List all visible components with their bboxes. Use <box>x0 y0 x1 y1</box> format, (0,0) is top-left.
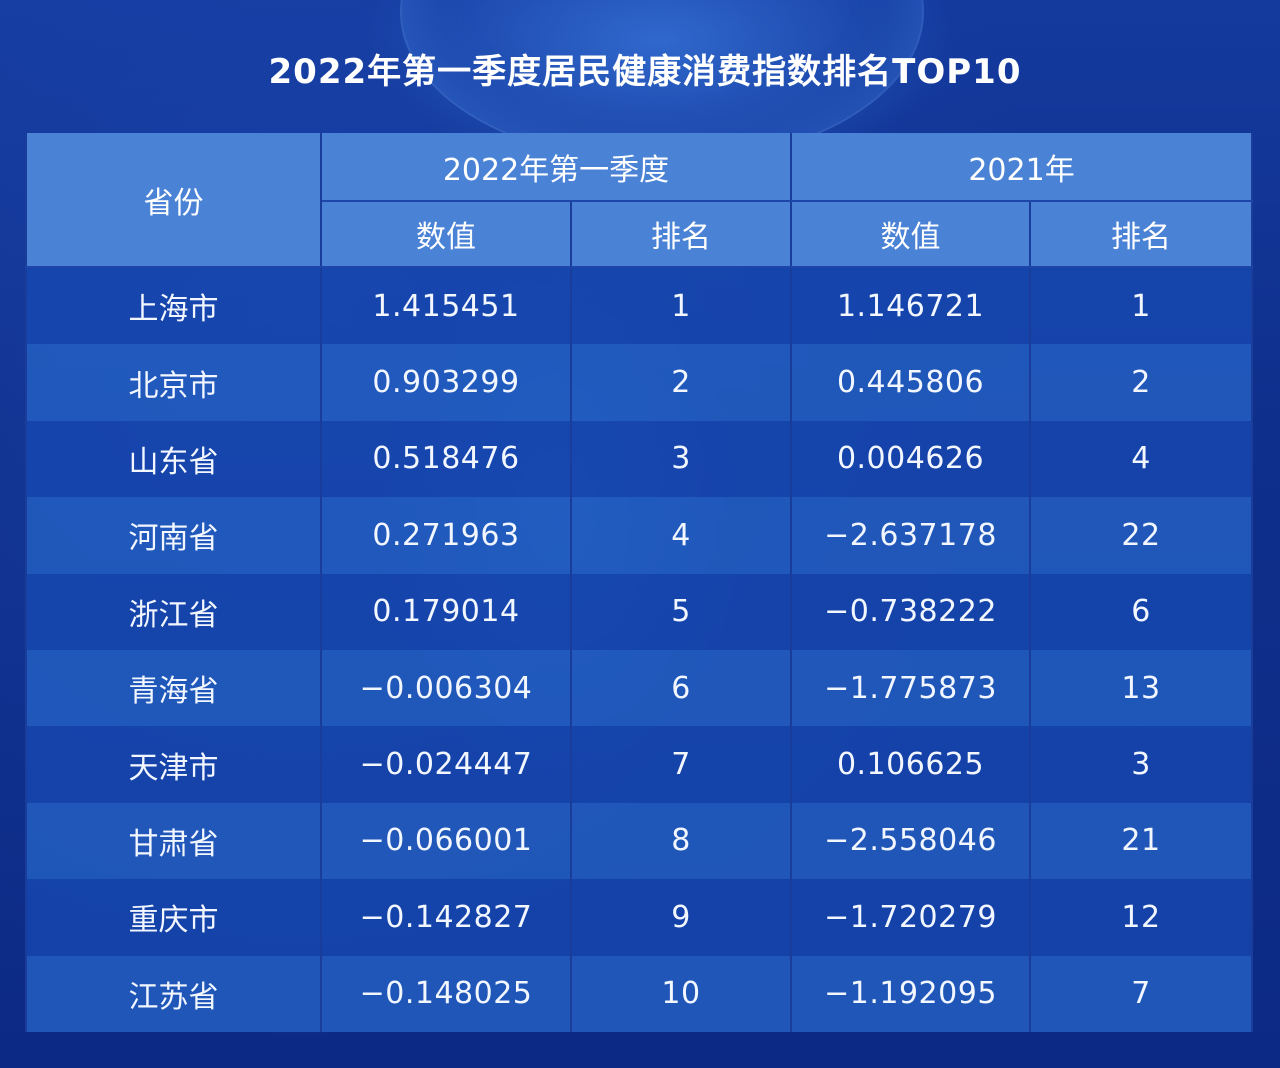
q1-rank-cell: 2 <box>569 344 793 421</box>
y2021-value-cell: 0.445806 <box>790 344 1032 421</box>
y2021-value-cell: −0.738222 <box>790 573 1032 650</box>
table-row: 北京市 0.903299 2 0.445806 2 <box>25 344 1254 421</box>
table-row: 上海市 1.415451 1 1.146721 1 <box>25 267 1254 345</box>
province-cell: 上海市 <box>25 267 322 345</box>
ranking-table-container: 省份 2022年第一季度 2021年 数值 排名 数值 排名 上海市 1.4154… <box>25 133 1254 1032</box>
y2021-value-cell: −2.637178 <box>790 497 1032 574</box>
q1-rank-cell: 10 <box>569 955 793 1032</box>
y2021-value-cell: 0.106625 <box>790 726 1032 803</box>
q1-rank-cell: 1 <box>569 267 793 345</box>
y2021-value-cell: −1.775873 <box>790 649 1032 727</box>
q1-value-cell: 0.903299 <box>320 344 572 421</box>
y2021-rank-cell: 4 <box>1029 420 1254 498</box>
q1-value-cell: −0.006304 <box>320 649 572 727</box>
province-cell: 山东省 <box>25 420 322 498</box>
header-2022q1-value: 数值 <box>320 201 572 268</box>
q1-rank-cell: 7 <box>569 726 793 803</box>
q1-value-cell: 1.415451 <box>320 267 572 345</box>
y2021-rank-cell: 1 <box>1029 267 1254 345</box>
header-2022q1-rank: 排名 <box>569 201 793 268</box>
y2021-value-cell: −1.720279 <box>790 879 1032 956</box>
q1-value-cell: 0.179014 <box>320 573 572 650</box>
q1-rank-cell: 4 <box>569 497 793 574</box>
q1-rank-cell: 8 <box>569 802 793 880</box>
y2021-rank-cell: 21 <box>1029 802 1254 880</box>
table-row: 青海省 −0.006304 6 −1.775873 13 <box>25 649 1254 727</box>
table-row: 山东省 0.518476 3 0.004626 4 <box>25 420 1254 498</box>
province-cell: 甘肃省 <box>25 802 322 880</box>
y2021-rank-cell: 3 <box>1029 726 1254 803</box>
y2021-value-cell: −1.192095 <box>790 955 1032 1032</box>
q1-value-cell: −0.024447 <box>320 726 572 803</box>
province-cell: 天津市 <box>25 726 322 803</box>
header-province: 省份 <box>25 133 322 268</box>
table-row: 浙江省 0.179014 5 −0.738222 6 <box>25 573 1254 650</box>
table-row: 河南省 0.271963 4 −2.637178 22 <box>25 497 1254 574</box>
header-group-2022q1: 2022年第一季度 <box>319 133 793 202</box>
q1-value-cell: 0.518476 <box>320 420 572 498</box>
table-body: 上海市 1.415451 1 1.146721 1 北京市 0.903299 2 0.44580… <box>25 267 1254 1032</box>
table-row: 天津市 −0.024447 7 0.106625 3 <box>25 726 1254 803</box>
header-group-2021: 2021年 <box>790 133 1254 202</box>
q1-value-cell: −0.066001 <box>320 802 572 880</box>
y2021-value-cell: −2.558046 <box>790 802 1032 880</box>
header-2021-value: 数值 <box>790 201 1032 268</box>
ranking-table: 省份 2022年第一季度 2021年 数值 排名 数值 排名 上海市 1.4154… <box>25 133 1254 1032</box>
y2021-rank-cell: 13 <box>1029 649 1254 727</box>
y2021-rank-cell: 7 <box>1029 955 1254 1032</box>
table-row: 甘肃省 −0.066001 8 −2.558046 21 <box>25 802 1254 880</box>
y2021-value-cell: 0.004626 <box>790 420 1032 498</box>
y2021-rank-cell: 22 <box>1029 497 1254 574</box>
page-title: 2022年第一季度居民健康消费指数排名TOP10 <box>268 52 1022 92</box>
y2021-value-cell: 1.146721 <box>790 267 1032 345</box>
q1-rank-cell: 5 <box>569 573 793 650</box>
table-row: 江苏省 −0.148025 10 −1.192095 7 <box>25 955 1254 1032</box>
header-row-group: 省份 2022年第一季度 2021年 <box>25 133 1254 268</box>
province-cell: 重庆市 <box>25 879 322 956</box>
q1-value-cell: −0.142827 <box>320 879 572 956</box>
table-row: 重庆市 −0.142827 9 −1.720279 12 <box>25 879 1254 956</box>
province-cell: 北京市 <box>25 344 322 421</box>
y2021-rank-cell: 6 <box>1029 573 1254 650</box>
province-cell: 青海省 <box>25 649 322 727</box>
header-row-sub: 数值 排名 数值 排名 <box>26 201 1254 268</box>
y2021-rank-cell: 2 <box>1029 344 1254 421</box>
province-cell: 河南省 <box>25 497 322 574</box>
province-cell: 江苏省 <box>25 955 322 1032</box>
q1-rank-cell: 3 <box>569 420 793 498</box>
province-cell: 浙江省 <box>25 573 322 650</box>
q1-rank-cell: 9 <box>569 879 793 956</box>
q1-value-cell: 0.271963 <box>320 497 572 574</box>
y2021-rank-cell: 12 <box>1029 879 1254 956</box>
q1-value-cell: −0.148025 <box>320 955 572 1032</box>
q1-rank-cell: 6 <box>569 649 793 727</box>
header-2021-rank: 排名 <box>1029 201 1254 268</box>
table-header: 省份 2022年第一季度 2021年 数值 排名 数值 排名 <box>25 133 1254 268</box>
